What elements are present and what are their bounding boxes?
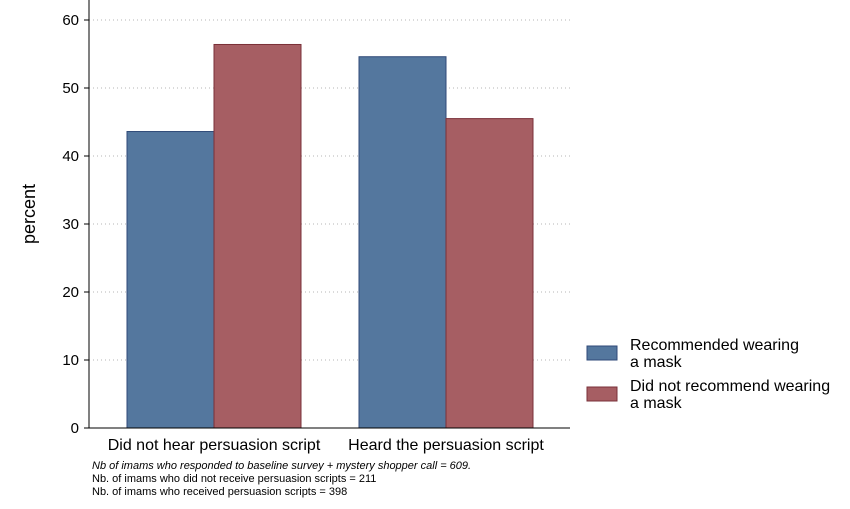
bar-not-recommended-2 [445,118,534,429]
x-category-label: Did not hear persuasion script [108,437,321,454]
bar-recommended-2 [358,56,447,429]
footnote-line-2: Nb. of imams who did not receive persuas… [92,473,376,485]
legend-label: a mask [630,395,683,412]
y-tick-label: 30 [62,216,79,233]
x-axis-categories: Did not hear persuasion script Heard the … [108,437,545,454]
y-axis-ticks: 0 10 20 30 40 50 60 [62,12,89,437]
legend-label: Recommended wearing [630,337,799,354]
y-axis-label: percent [19,184,39,244]
bar-not-recommended-1 [213,43,302,429]
footnotes: Nb of imams who responded to baseline su… [92,460,471,498]
y-tick-label: 50 [62,80,79,97]
y-tick-label: 0 [71,420,79,437]
legend-label: a mask [630,354,683,371]
bar-recommended-1 [126,131,215,429]
y-tick-label: 20 [62,284,79,301]
footnote-line-1: Nb of imams who responded to baseline su… [92,460,471,472]
footnote-line-3: Nb. of imams who received persuasion scr… [92,486,347,498]
bars [126,43,534,429]
legend-label: Did not recommend wearing [630,378,830,395]
y-tick-label: 40 [62,148,79,165]
legend-swatch [586,345,618,361]
x-category-label: Heard the persuasion script [348,437,544,454]
y-tick-label: 60 [62,12,79,29]
legend-swatch [586,386,618,402]
y-tick-label: 10 [62,352,79,369]
